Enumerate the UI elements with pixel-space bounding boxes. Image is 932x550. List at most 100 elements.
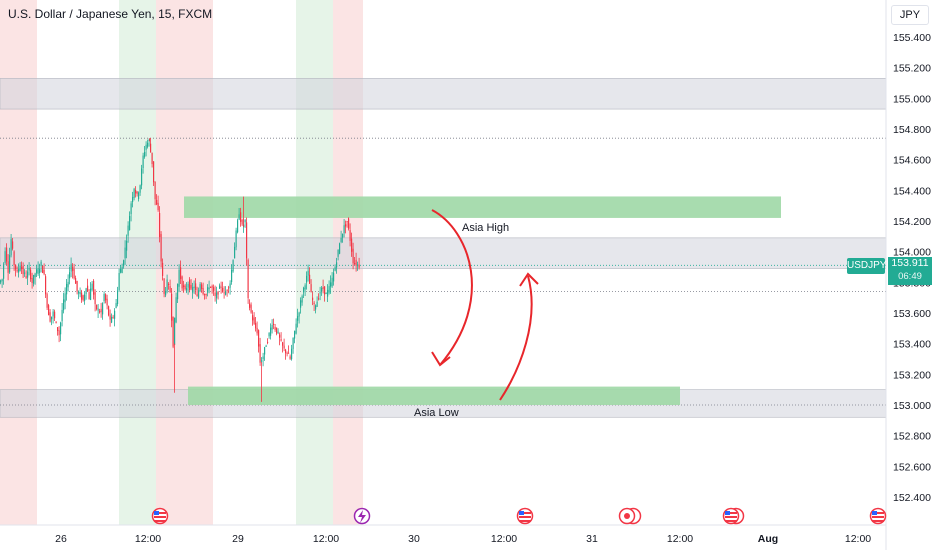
- us-flag-icon[interactable]: [516, 507, 534, 525]
- candle-body: [64, 293, 66, 303]
- candle-body: [160, 234, 162, 262]
- candle-body: [177, 284, 179, 300]
- green-zone: [188, 386, 680, 405]
- candle-body: [105, 294, 107, 301]
- x-tick-label: 30: [408, 533, 420, 545]
- y-tick-label: 152.800: [893, 431, 931, 443]
- y-tick-label: 155.200: [893, 63, 931, 75]
- y-tick-label: 154.000: [893, 247, 931, 259]
- candle-body: [282, 342, 284, 346]
- candle-body: [129, 216, 131, 231]
- candle-body: [97, 308, 99, 311]
- candle-body: [48, 305, 50, 316]
- candle-body: [207, 287, 209, 293]
- candle-body: [316, 301, 318, 307]
- us-flag-icon[interactable]: [722, 507, 745, 525]
- chart-title: U.S. Dollar / Japanese Yen, 15, FXCM: [8, 7, 213, 21]
- candle-body: [229, 283, 231, 288]
- candle-body: [309, 274, 311, 284]
- target-icon[interactable]: [618, 507, 642, 525]
- candle-body: [195, 283, 197, 291]
- candle-body: [10, 239, 12, 256]
- candle-body: [22, 265, 24, 275]
- candle-body: [303, 287, 305, 293]
- candle-body: [307, 270, 309, 276]
- candle-body: [240, 212, 242, 222]
- y-tick-label: 153.200: [893, 369, 931, 381]
- candle-body: [318, 298, 320, 300]
- candle-body: [34, 273, 36, 278]
- candle-body: [289, 356, 291, 359]
- candle-body: [253, 317, 255, 324]
- candle-body: [88, 292, 90, 300]
- candle-body: [93, 280, 95, 295]
- arrow-down: [431, 209, 473, 366]
- candle-body: [334, 267, 336, 271]
- candle-body: [25, 276, 27, 278]
- candle-body: [237, 220, 239, 233]
- candle-body: [58, 330, 60, 336]
- current-price-badge: 153.911 06:49: [888, 257, 932, 285]
- candle-body: [291, 348, 293, 360]
- candle-body: [63, 299, 65, 311]
- us-flag-icon[interactable]: [869, 507, 887, 525]
- us-flag-icon[interactable]: [151, 507, 169, 525]
- candle-body: [186, 288, 188, 291]
- candle-body: [225, 291, 227, 295]
- candle-body: [345, 224, 347, 227]
- candle-body: [72, 266, 74, 271]
- candle-body: [163, 278, 165, 294]
- candle-body: [174, 317, 176, 345]
- candle-body: [85, 288, 87, 295]
- candle-body: [352, 248, 354, 264]
- candle-body: [343, 225, 345, 234]
- candle-body: [121, 267, 123, 274]
- candle-body: [157, 202, 159, 210]
- candle-body: [310, 284, 312, 292]
- candle-body: [301, 296, 303, 303]
- x-tick-label: 12:00: [313, 533, 339, 545]
- lightning-icon[interactable]: [353, 507, 371, 525]
- candle-body: [300, 300, 302, 308]
- candle-body: [339, 243, 341, 254]
- candle-body: [111, 316, 113, 323]
- time-axis[interactable]: 26 12:00 29 12:00 30 12:00 31 12:00 Aug …: [55, 533, 871, 545]
- candle-body: [120, 269, 122, 273]
- candle-body: [354, 263, 356, 265]
- candle-body: [193, 286, 195, 289]
- candle-body: [79, 292, 81, 295]
- zones: [0, 78, 887, 418]
- candle-body: [37, 268, 39, 274]
- y-tick-label: 153.400: [893, 339, 931, 351]
- candle-body: [210, 286, 212, 288]
- candle-body: [117, 290, 119, 305]
- y-tick-label: 154.200: [893, 216, 931, 228]
- candle-body: [42, 265, 44, 273]
- candle-body: [265, 345, 267, 347]
- candle-body: [349, 230, 351, 241]
- candle-body: [304, 285, 306, 290]
- event-icons[interactable]: [151, 507, 887, 525]
- currency-button[interactable]: JPY: [891, 5, 929, 25]
- green-zone: [184, 196, 781, 218]
- candle-body: [181, 276, 183, 289]
- candle-body: [331, 277, 333, 287]
- price-axis[interactable]: 155.400 155.200 155.000 154.800 154.600 154.4…: [893, 32, 931, 504]
- arrows: [431, 209, 539, 401]
- candle-body: [141, 168, 143, 186]
- candle-body: [216, 292, 218, 299]
- candle-body: [3, 264, 5, 279]
- candle-body: [315, 305, 317, 310]
- candle-body: [273, 323, 275, 325]
- candle-body: [18, 269, 20, 273]
- candle-body: [270, 327, 272, 336]
- candle-body: [145, 144, 147, 150]
- candle-body: [258, 330, 260, 347]
- candle-body: [214, 292, 216, 297]
- candle-body: [28, 267, 30, 271]
- candle-body: [175, 297, 177, 323]
- x-tick-label: 12:00: [135, 533, 161, 545]
- candle-body: [109, 315, 111, 320]
- candle-body: [327, 289, 329, 297]
